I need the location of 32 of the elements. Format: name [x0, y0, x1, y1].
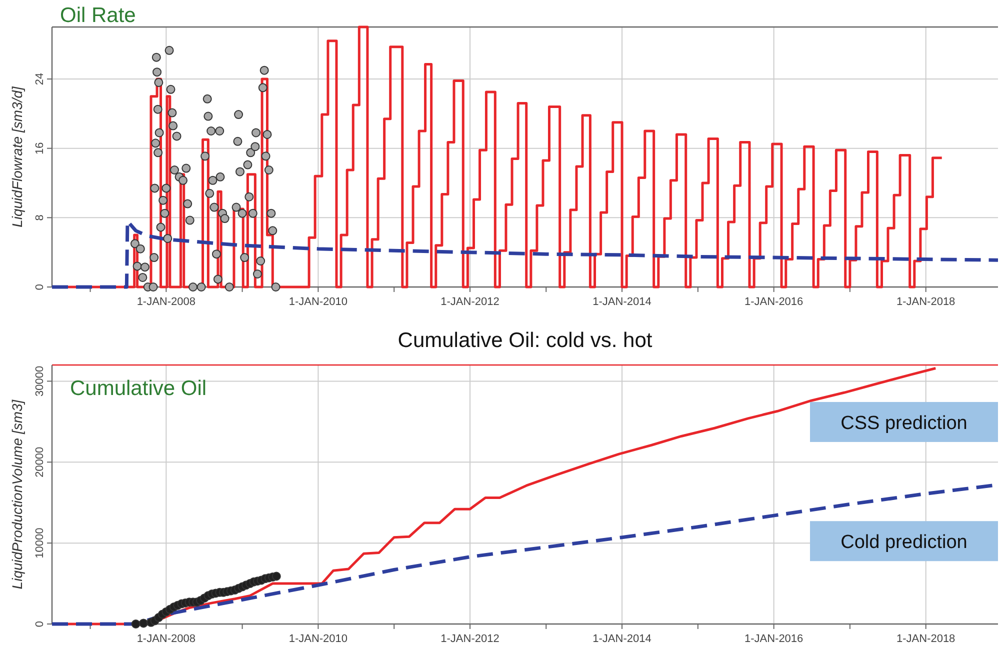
y-tick-label: 0: [34, 284, 46, 290]
point: [131, 620, 140, 628]
x-tick-label: 1-JAN-2018: [896, 296, 956, 308]
x-tick-label: 1-JAN-2016: [744, 296, 804, 308]
chart-title: Cumulative Oil: cold vs. hot: [398, 329, 652, 352]
x-tick-label: 1-JAN-2018: [896, 633, 956, 645]
x-tick-label: 1-JAN-2008: [136, 296, 196, 308]
y-tick-label: 20000: [34, 446, 46, 478]
y-tick-label: 24: [34, 72, 46, 86]
y-tick-label: 30000: [34, 366, 46, 396]
x-tick-label: 1-JAN-2014: [592, 296, 652, 308]
x-tick-label: 1-JAN-2010: [288, 633, 348, 645]
annotation: CSS prediction: [840, 412, 968, 434]
x-tick-label: 1-JAN-2014: [592, 633, 652, 645]
y-tick-label: 0: [34, 620, 46, 628]
callout-box: Cold prediction: [810, 521, 998, 562]
x-tick-label: 1-JAN-2012: [440, 633, 500, 645]
y-axis-title: LiquidProductionVolume [sm3]: [9, 398, 25, 590]
point: [139, 618, 148, 628]
x-tick-label: 1-JAN-2008: [136, 633, 196, 645]
annotation: Cold prediction: [840, 532, 968, 554]
x-tick-label: 1-JAN-2012: [440, 296, 500, 308]
y-tick-label: 8: [34, 214, 46, 221]
x-tick-label: 1-JAN-2016: [744, 633, 804, 645]
x-tick-label: 1-JAN-2010: [288, 296, 348, 308]
point: [272, 572, 281, 581]
y-tick-label: 16: [34, 142, 46, 154]
chart-title: Oil Rate: [60, 4, 136, 27]
y-axis-title: LiquidFlowrate [sm3/d]: [9, 85, 25, 228]
y-tick-label: 10000: [34, 528, 46, 558]
callout-box: CSS prediction: [810, 402, 998, 442]
text: Cumulative Oil: [70, 377, 207, 400]
